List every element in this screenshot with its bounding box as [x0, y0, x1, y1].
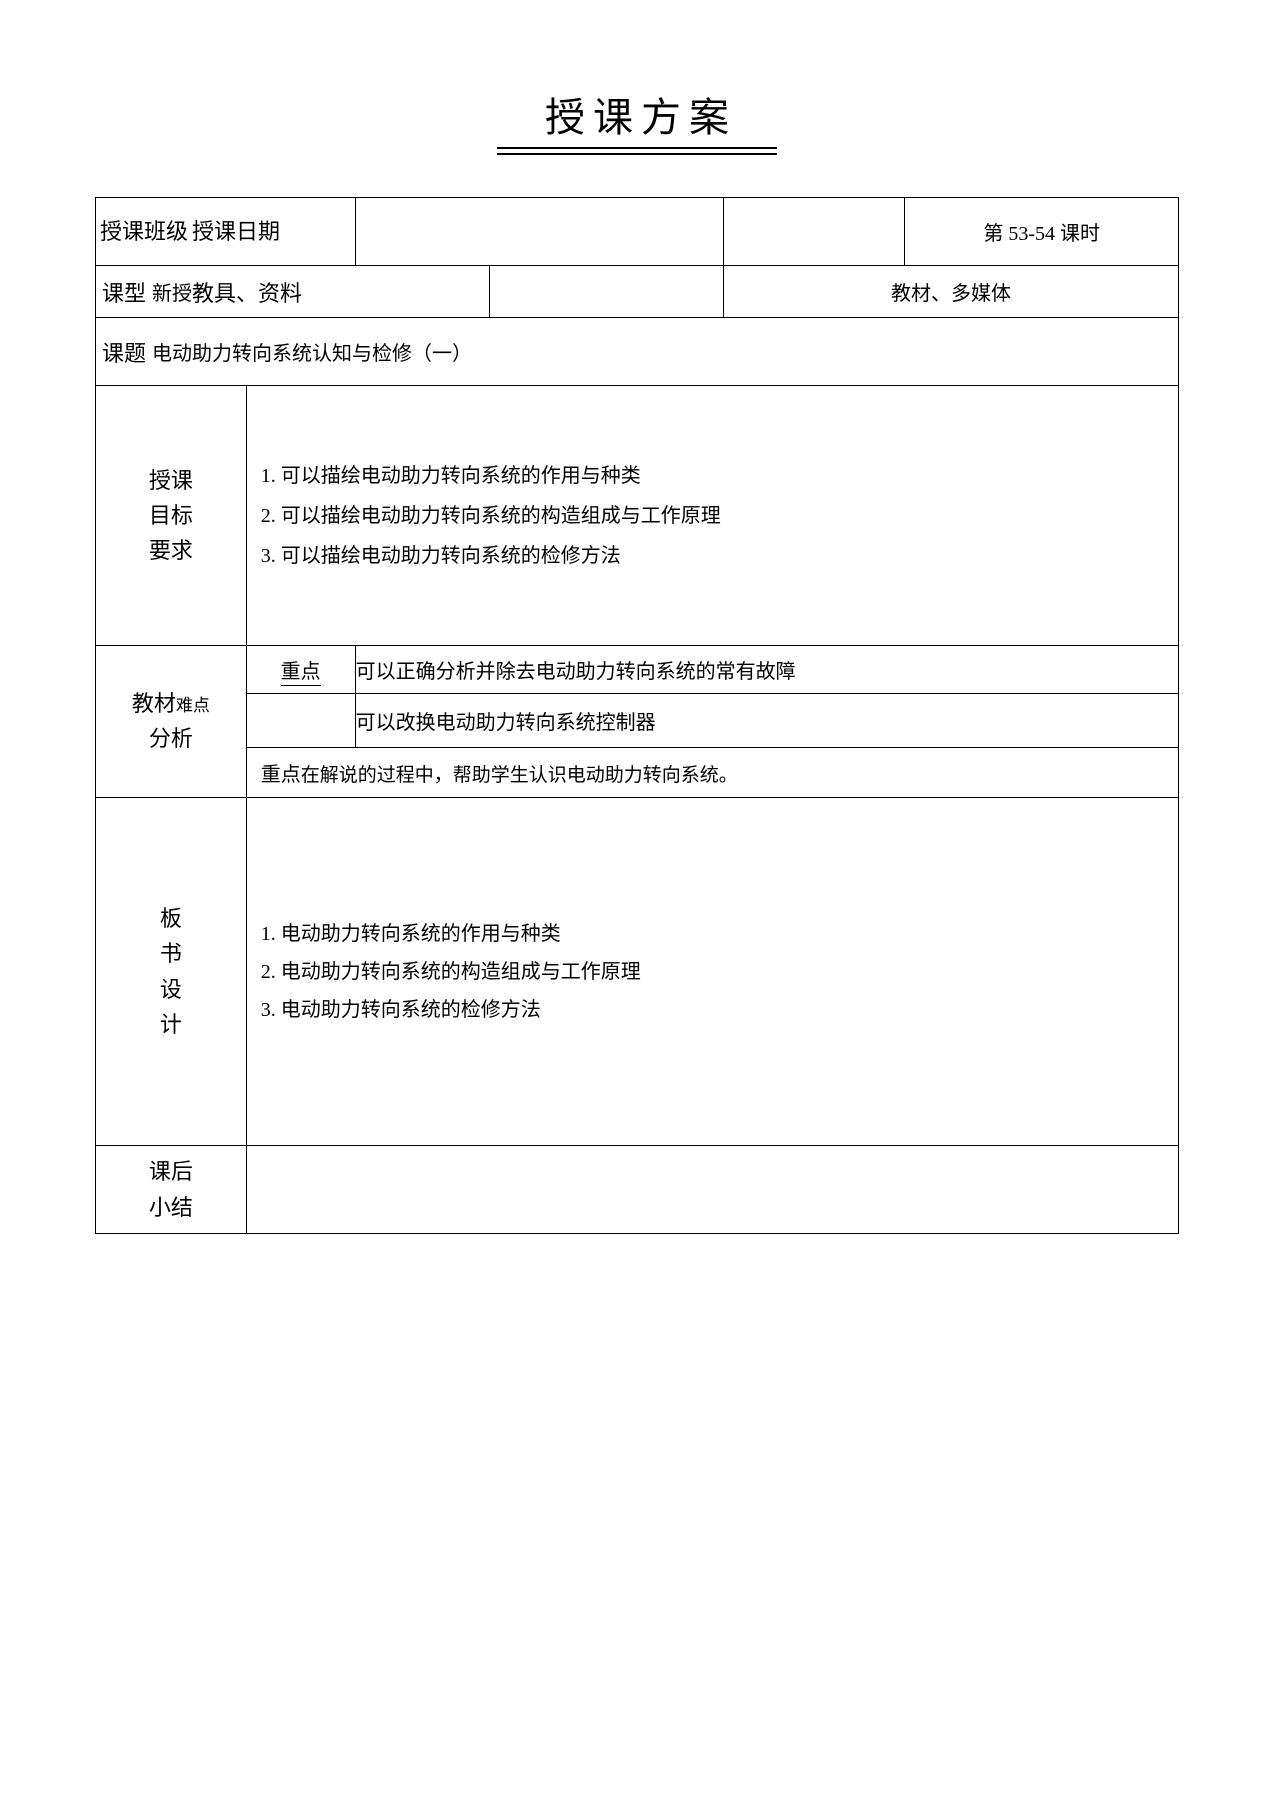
topic-value: 电动助力转向系统认知与检修（一）: [152, 337, 472, 366]
class-label: 授课班级: [96, 217, 192, 247]
board-item: 3. 电动助力转向系统的检修方法: [261, 991, 1166, 1029]
blank-cell-2: [489, 266, 723, 318]
summary-label-2: 小结: [96, 1190, 246, 1225]
objective-item: 3. 可以描绘电动助力转向系统的检修方法: [261, 536, 1166, 576]
topic-label: 课题: [96, 336, 152, 368]
difficulty-label-cell: [246, 694, 355, 748]
summary-label-1: 课后: [96, 1154, 246, 1189]
title-wrap: 授课方案: [95, 85, 1179, 149]
analysis-label-prefix: 教材: [132, 691, 176, 716]
keypoint-text: 可以正确分析并除去电动助力转向系统的常有故障: [355, 646, 1178, 694]
date-label: 授课日期: [192, 217, 280, 247]
objectives-label: 授课 目标 要求: [96, 386, 247, 646]
objective-item: 1. 可以描绘电动助力转向系统的作用与种类: [261, 456, 1166, 496]
board-item: 1. 电动助力转向系统的作用与种类: [261, 915, 1166, 953]
board-label-2: 书: [96, 936, 246, 971]
summary-content: [246, 1146, 1178, 1234]
period-cell: 第 53-54 课时: [905, 198, 1179, 266]
objectives-list: 1. 可以描绘电动助力转向系统的作用与种类 2. 可以描绘电动助力转向系统的构造…: [247, 440, 1178, 592]
difficulty-text: 可以改换电动助力转向系统控制器: [355, 694, 1178, 748]
board-label-1: 板: [96, 901, 246, 936]
course-type-label: 课型: [96, 276, 152, 308]
board-label: 板 书 设 计: [96, 798, 247, 1146]
lesson-plan-table: 授课班级 授课日期 第 53-54 课时 课型 新授 教具、资料 教材、多媒体: [95, 197, 1179, 1234]
objective-item: 2. 可以描绘电动助力转向系统的构造组成与工作原理: [261, 496, 1166, 536]
board-item: 2. 电动助力转向系统的构造组成与工作原理: [261, 953, 1166, 991]
blank-cell-1: [724, 198, 905, 266]
date-value-cell: [355, 198, 723, 266]
objectives-label-1: 授课: [96, 463, 246, 498]
board-list: 1. 电动助力转向系统的作用与种类 2. 电动助力转向系统的构造组成与工作原理 …: [247, 899, 1178, 1045]
document-title: 授课方案: [497, 85, 777, 149]
analysis-note-rest: 在解说的过程中，帮助学生认识电动助力转向系统。: [301, 765, 738, 786]
tools-label: 教具、资料: [192, 276, 302, 308]
analysis-note-prefix: 重点: [261, 764, 301, 786]
analysis-label-small: 难点: [176, 696, 210, 715]
summary-label: 课后 小结: [96, 1146, 247, 1234]
analysis-label: 教材难点 分析: [96, 646, 247, 798]
tools-value: 教材、多媒体: [724, 266, 1179, 318]
keypoint-label: 重点: [281, 661, 321, 686]
objectives-label-3: 要求: [96, 533, 246, 568]
course-type-value: 新授: [152, 277, 192, 306]
page: 授课方案 授课班级 授课日期 第 53-54 课时: [0, 0, 1274, 1804]
board-label-4: 计: [96, 1007, 246, 1042]
analysis-label-2: 分析: [149, 722, 193, 756]
objectives-label-2: 目标: [96, 498, 246, 533]
board-label-3: 设: [96, 972, 246, 1007]
